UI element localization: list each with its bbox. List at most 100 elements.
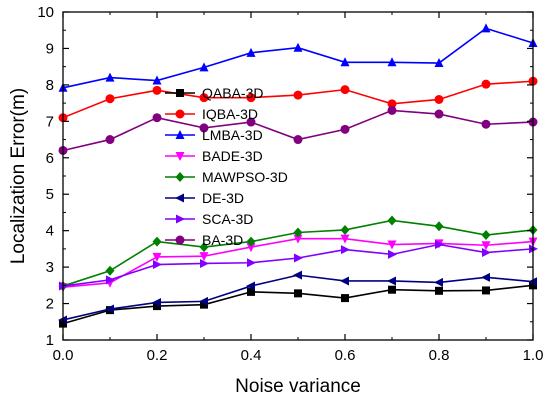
series-lmba-3d xyxy=(58,23,538,92)
circle-marker xyxy=(175,235,185,245)
legend-label: LMBA-3D xyxy=(202,127,263,143)
circle-marker xyxy=(199,93,209,103)
triangle-left-marker xyxy=(246,281,255,291)
triangle-right-marker xyxy=(482,248,491,258)
legend-item: SCA-3D xyxy=(165,211,253,227)
square-marker xyxy=(482,286,490,295)
legend-item: BA-3D xyxy=(165,232,243,248)
circle-marker xyxy=(152,113,162,123)
series-ba-3d xyxy=(58,105,538,155)
x-tick-label: 0.2 xyxy=(147,347,168,364)
triangle-left-marker xyxy=(387,276,396,286)
triangle-up-marker xyxy=(175,130,185,139)
triangle-down-marker xyxy=(246,243,256,253)
diamond-marker xyxy=(387,215,397,226)
legend-label: QABA-3D xyxy=(202,85,263,101)
triangle-down-marker xyxy=(175,152,185,161)
triangle-up-marker xyxy=(199,62,209,72)
triangle-down-marker xyxy=(152,252,162,262)
triangle-right-marker xyxy=(388,249,397,259)
series-bade-3d xyxy=(58,234,538,293)
x-tick-label: 0.8 xyxy=(429,347,450,364)
x-tick-label: 0.0 xyxy=(53,347,74,364)
axes: 0.0 0.2 0.4 0.6 0.8 1.0 1 2 3 4 5 6 7 8 9 10 xyxy=(37,4,543,364)
x-tick-label: 1.0 xyxy=(523,347,544,364)
triangle-left-marker xyxy=(434,277,443,287)
square-marker xyxy=(247,287,255,296)
diamond-marker xyxy=(152,236,162,247)
series-iqba-3d xyxy=(58,76,538,123)
y-tick-label: 3 xyxy=(46,259,54,276)
square-marker xyxy=(176,89,184,97)
legend-label: BADE-3D xyxy=(202,148,263,164)
legend-item: IQBA-3D xyxy=(165,106,258,122)
y-tick-label: 2 xyxy=(46,296,54,313)
triangle-left-marker xyxy=(293,270,302,280)
diamond-marker xyxy=(340,224,350,235)
circle-marker xyxy=(246,117,256,127)
legend-label: BA-3D xyxy=(202,232,243,248)
diamond-marker xyxy=(246,236,256,247)
square-marker xyxy=(388,285,396,294)
series-mawpso-3d xyxy=(58,215,538,292)
triangle-right-marker xyxy=(341,245,350,255)
legend-label: IQBA-3D xyxy=(202,106,258,122)
diamond-marker xyxy=(434,221,444,232)
triangle-up-marker xyxy=(293,42,303,52)
triangle-up-marker xyxy=(246,47,256,57)
circle-marker xyxy=(434,109,444,119)
x-tick-label: 0.4 xyxy=(241,347,262,364)
triangle-right-marker xyxy=(200,258,209,268)
triangle-right-marker xyxy=(176,214,185,224)
y-tick-label: 9 xyxy=(46,40,54,57)
triangle-up-marker xyxy=(152,75,162,85)
circle-marker xyxy=(481,119,491,129)
triangle-right-marker xyxy=(106,275,115,285)
square-marker xyxy=(153,302,161,311)
square-marker xyxy=(341,294,349,303)
square-marker xyxy=(200,300,208,309)
circle-marker xyxy=(105,135,115,145)
legend-item: QABA-3D xyxy=(165,85,263,101)
circle-marker xyxy=(434,94,444,104)
series-line xyxy=(62,27,534,89)
series-qaba-3d xyxy=(59,281,537,328)
x-tick-label: 0.6 xyxy=(335,347,356,364)
circle-marker xyxy=(105,94,115,104)
legend-item: MAWPSO-3D xyxy=(165,169,288,185)
y-tick-label: 5 xyxy=(46,186,54,203)
circle-marker xyxy=(152,85,162,95)
legend-label: DE-3D xyxy=(202,190,244,206)
legend-item: LMBA-3D xyxy=(165,127,263,143)
triangle-right-marker xyxy=(247,258,256,268)
diamond-marker xyxy=(293,227,303,238)
triangle-up-marker xyxy=(481,23,491,33)
plot-area xyxy=(58,23,538,328)
circle-marker xyxy=(246,93,256,103)
circle-marker xyxy=(293,90,303,100)
triangle-up-marker xyxy=(434,58,444,68)
triangle-down-marker xyxy=(387,240,397,250)
triangle-up-marker xyxy=(340,57,350,67)
triangle-left-marker xyxy=(175,193,184,203)
diamond-marker xyxy=(105,265,115,276)
circle-marker xyxy=(340,85,350,95)
square-marker xyxy=(294,289,302,298)
legend-label: MAWPSO-3D xyxy=(202,169,288,185)
circle-marker xyxy=(293,135,303,145)
triangle-right-marker xyxy=(435,240,444,250)
legend: QABA-3D IQBA-3D LMBA-3D BADE-3D MAWPSO-3D DE-… xyxy=(165,85,288,248)
series-sca-3d xyxy=(59,240,538,291)
series-de-3d xyxy=(58,270,537,325)
y-tick-label: 1 xyxy=(46,332,54,349)
circle-marker xyxy=(199,123,209,133)
triangle-down-marker xyxy=(199,252,209,262)
series-line xyxy=(62,274,534,321)
legend-item: BADE-3D xyxy=(165,148,263,164)
y-tick-label: 6 xyxy=(46,150,54,167)
triangle-right-marker xyxy=(153,260,162,270)
y-axis-title: Localization Error(m) xyxy=(8,88,29,264)
y-tick-label: 7 xyxy=(46,113,54,130)
y-tick-label: 4 xyxy=(46,223,54,240)
